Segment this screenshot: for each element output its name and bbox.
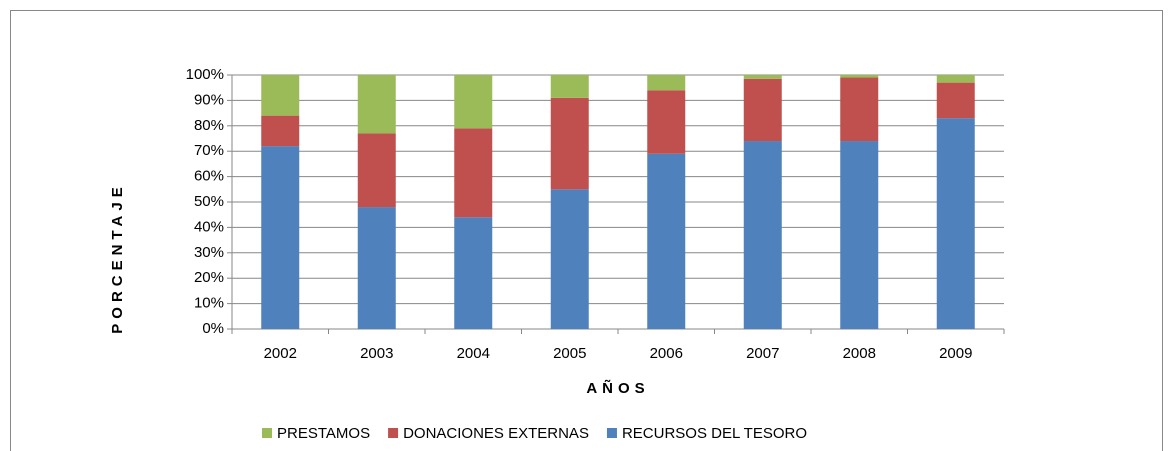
y-tick-label: 50%	[194, 193, 224, 210]
bar-segment	[840, 141, 879, 329]
bar-segment	[454, 128, 493, 218]
y-tick-label: 20%	[194, 269, 224, 286]
x-tick-label: 2008	[843, 345, 876, 362]
legend-swatch	[606, 428, 617, 438]
x-tick-label: 2009	[939, 345, 972, 362]
legend-swatch	[262, 428, 272, 438]
y-tick-label: 30%	[194, 244, 224, 261]
x-axis-title: AÑOS	[586, 379, 649, 397]
bar-segment	[936, 75, 975, 83]
bar-segment	[357, 75, 396, 134]
x-tick-label: 2007	[746, 345, 779, 362]
y-tick-label: 80%	[194, 117, 224, 134]
bar-segment	[647, 153, 686, 329]
x-tick-label: 2003	[360, 345, 393, 362]
bar-segment	[550, 75, 589, 98]
legend-label: PRESTAMOS	[277, 425, 370, 442]
y-axis-title: PORCENTAJE	[109, 182, 126, 333]
legend-label: RECURSOS DEL TESORO	[622, 425, 807, 442]
bar-segment	[743, 78, 782, 142]
x-tick-label: 2002	[264, 345, 297, 362]
x-tick-label: 2005	[553, 345, 586, 362]
bar-segment	[550, 189, 589, 329]
bar-segment	[550, 97, 589, 190]
bar-segment	[743, 141, 782, 329]
bar-segment	[743, 75, 782, 79]
bar-segment	[357, 133, 396, 208]
bar-segment	[647, 90, 686, 154]
y-tick-label: 100%	[186, 66, 224, 83]
legend-label: DONACIONES EXTERNAS	[403, 425, 589, 442]
bar-segment	[840, 77, 879, 142]
y-tick-label: 0%	[202, 320, 224, 337]
bar-segment	[936, 82, 975, 119]
y-tick-label: 40%	[194, 218, 224, 235]
bar-segment	[261, 146, 300, 329]
bar-segment	[261, 75, 300, 116]
x-tick-label: 2006	[650, 345, 683, 362]
x-tick-label: 2004	[457, 345, 490, 362]
bar-segment	[357, 207, 396, 329]
y-tick-label: 10%	[194, 295, 224, 312]
bar-segment	[840, 75, 879, 78]
y-tick-label: 60%	[194, 168, 224, 185]
y-tick-label: 70%	[194, 142, 224, 159]
bar-segment	[454, 75, 493, 129]
bar-segment	[936, 118, 975, 330]
bar-segment	[647, 75, 686, 91]
legend-swatch	[388, 428, 399, 438]
bar-segment	[261, 115, 300, 147]
bar-segment	[454, 217, 493, 329]
y-tick-label: 90%	[194, 91, 224, 108]
